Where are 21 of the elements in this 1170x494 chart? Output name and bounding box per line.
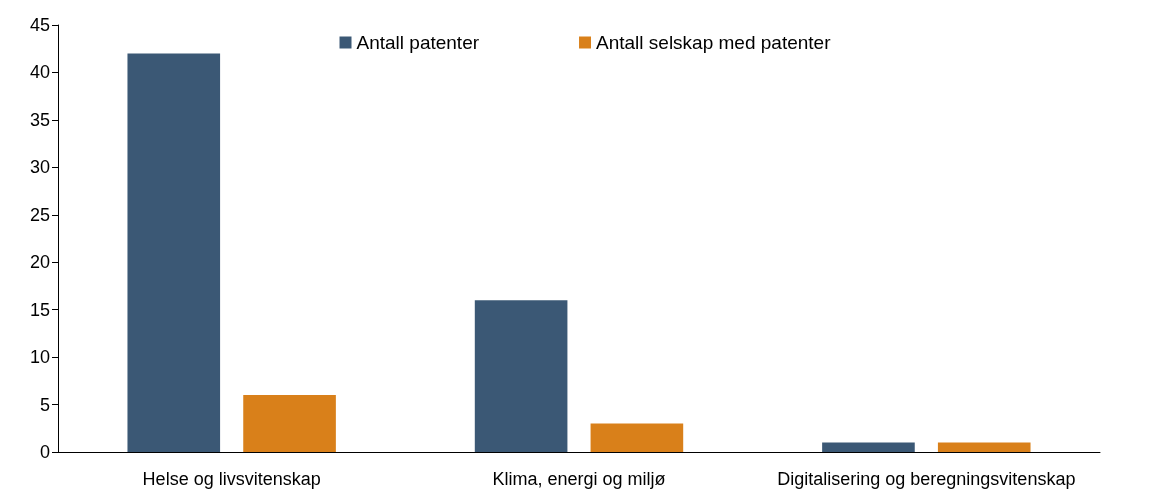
y-tick-label: 5 [39, 394, 50, 415]
bar [822, 442, 915, 452]
legend-label: Antall patenter [356, 32, 480, 53]
y-tick-label: 35 [29, 109, 50, 130]
bar [243, 395, 336, 452]
bar [127, 53, 221, 452]
y-tick-label: 20 [29, 252, 50, 273]
bar [474, 300, 568, 452]
y-tick-label: 40 [29, 62, 50, 83]
x-tick-label: Klima, energi og miljø [492, 469, 666, 489]
y-tick-label: 45 [29, 15, 50, 35]
bar [590, 423, 684, 452]
x-tick-label: Digitalisering og beregningsvitenskap [777, 469, 1076, 489]
x-tick-label: Helse og livsvitenskap [142, 469, 321, 489]
y-tick-label: 10 [29, 347, 50, 368]
bar [937, 442, 1031, 452]
y-tick-label: 25 [29, 204, 50, 225]
y-tick-label: 30 [29, 157, 50, 178]
y-tick-label: 15 [29, 299, 50, 320]
y-tick-label: 0 [39, 442, 50, 462]
legend-label: Antall selskap med patenter [596, 32, 832, 53]
